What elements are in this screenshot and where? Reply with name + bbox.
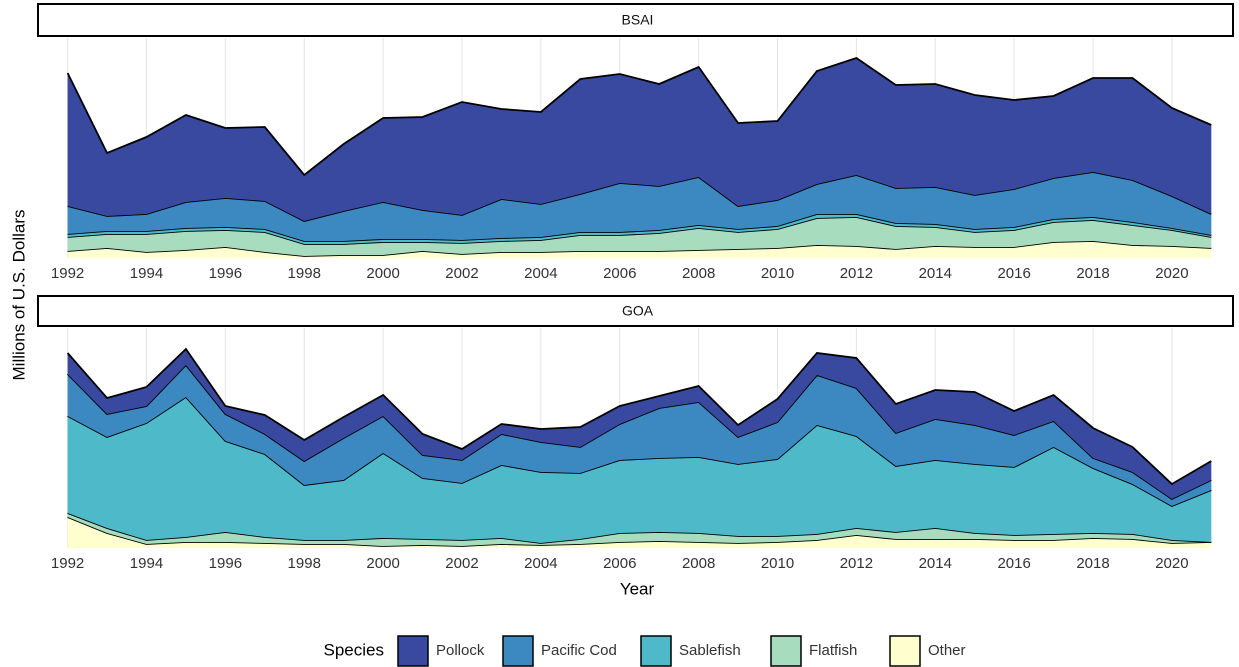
legend-key <box>397 635 429 667</box>
x-tick-label: 2020 <box>1155 555 1188 572</box>
x-tick-label: 2008 <box>682 265 715 282</box>
x-axis-label: Year <box>620 579 655 598</box>
legend-label: Pollock <box>436 642 485 659</box>
facet-title: BSAI <box>622 12 654 28</box>
legend-key <box>770 635 802 667</box>
legend-title: Species <box>324 640 384 659</box>
x-tick-label: 1994 <box>130 265 163 282</box>
area-edge <box>66 347 1212 486</box>
x-tick-label: 2014 <box>919 265 952 282</box>
legend-label: Pacific Cod <box>541 642 617 659</box>
x-tick-label: 2006 <box>603 265 636 282</box>
legend-key <box>640 635 672 667</box>
area <box>67 58 1212 221</box>
x-tick-label: 2000 <box>366 265 399 282</box>
area <box>67 349 1212 499</box>
x-tick-label: 2004 <box>524 265 557 282</box>
area <box>67 172 1212 241</box>
x-tick-label: 2000 <box>366 555 399 572</box>
x-tick-label: 2014 <box>919 555 952 572</box>
area <box>67 241 1212 258</box>
y-axis-label: Millions of U.S. Dollars <box>9 210 28 381</box>
x-tick-label: 1998 <box>288 555 321 572</box>
legend-label: Sablefish <box>679 642 741 659</box>
x-tick-label: 2012 <box>840 265 873 282</box>
x-tick-label: 2018 <box>1076 555 1109 572</box>
area <box>67 517 1212 548</box>
facet-strip <box>37 295 1234 327</box>
legend-key <box>889 635 921 667</box>
x-tick-label: 1992 <box>51 555 84 572</box>
x-tick-label: 2006 <box>603 555 636 572</box>
x-tick-label: 1998 <box>288 265 321 282</box>
x-tick-label: 1996 <box>209 555 242 572</box>
legend-label: Flatfish <box>809 642 857 659</box>
x-tick-label: 1994 <box>130 555 163 572</box>
area <box>67 513 1212 546</box>
area-edge <box>66 57 1212 177</box>
x-tick-label: 2008 <box>682 555 715 572</box>
area <box>67 397 1212 543</box>
x-tick-label: 2004 <box>524 555 557 572</box>
legend-key <box>502 635 534 667</box>
x-tick-label: 2020 <box>1155 265 1188 282</box>
legend-label: Other <box>928 642 966 659</box>
x-tick-label: 2010 <box>761 265 794 282</box>
x-tick-label: 2018 <box>1076 265 1109 282</box>
area <box>67 365 1212 506</box>
x-tick-label: 1996 <box>209 265 242 282</box>
x-tick-label: 2010 <box>761 555 794 572</box>
facet-title: GOA <box>622 303 654 319</box>
x-tick-label: 2016 <box>997 555 1030 572</box>
x-tick-label: 2012 <box>840 555 873 572</box>
x-tick-label: 2002 <box>445 555 478 572</box>
x-tick-label: 2002 <box>445 265 478 282</box>
facet-strip <box>37 3 1234 37</box>
x-tick-label: 1992 <box>51 265 84 282</box>
x-tick-label: 2016 <box>997 265 1030 282</box>
